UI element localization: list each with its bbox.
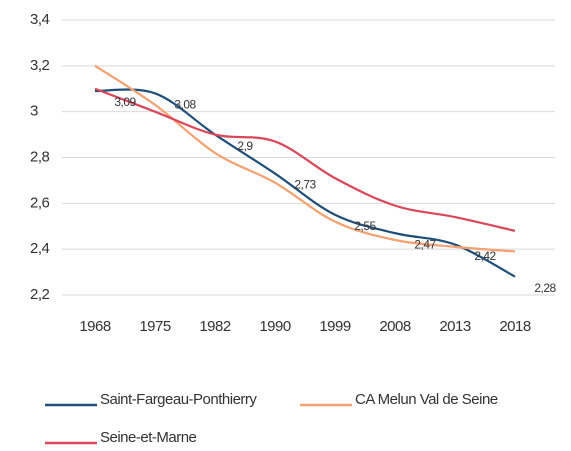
x-tick-label: 2008 (379, 318, 411, 335)
x-tick-label: 1975 (139, 318, 171, 335)
y-tick-label: 2,4 (30, 240, 50, 257)
x-tick-label: 1982 (199, 318, 231, 335)
x-tick-label: 1990 (259, 318, 291, 335)
y-tick-label: 2,8 (30, 148, 50, 165)
data-label: 2,47 (414, 237, 436, 251)
y-tick-label: 2,6 (30, 194, 50, 211)
data-label: 3,08 (174, 98, 196, 112)
line-series (94, 64, 516, 253)
data-label: 2,9 (237, 139, 253, 153)
line-series (94, 88, 516, 278)
data-label: 2,55 (354, 219, 376, 233)
data-label: 3,09 (114, 95, 136, 109)
x-tick-label: 1968 (79, 318, 111, 335)
y-tick-label: 3,2 (30, 57, 50, 74)
data-label: 2,42 (474, 249, 496, 263)
y-tick-label: 3 (30, 103, 38, 120)
x-tick-label: 2013 (439, 318, 471, 335)
data-label: 2,73 (294, 178, 316, 192)
legend-label: CA Melun Val de Seine (355, 391, 498, 408)
x-tick-label: 2018 (499, 318, 531, 335)
y-tick-label: 2,2 (30, 286, 50, 303)
legend-label: Saint-Fargeau-Ponthierry (100, 391, 257, 408)
line-series (94, 87, 516, 232)
data-label: 2,28 (534, 281, 556, 295)
legend-label: Seine-et-Marne (100, 429, 197, 446)
x-tick-label: 1999 (319, 318, 351, 335)
y-tick-label: 3,4 (30, 11, 50, 28)
